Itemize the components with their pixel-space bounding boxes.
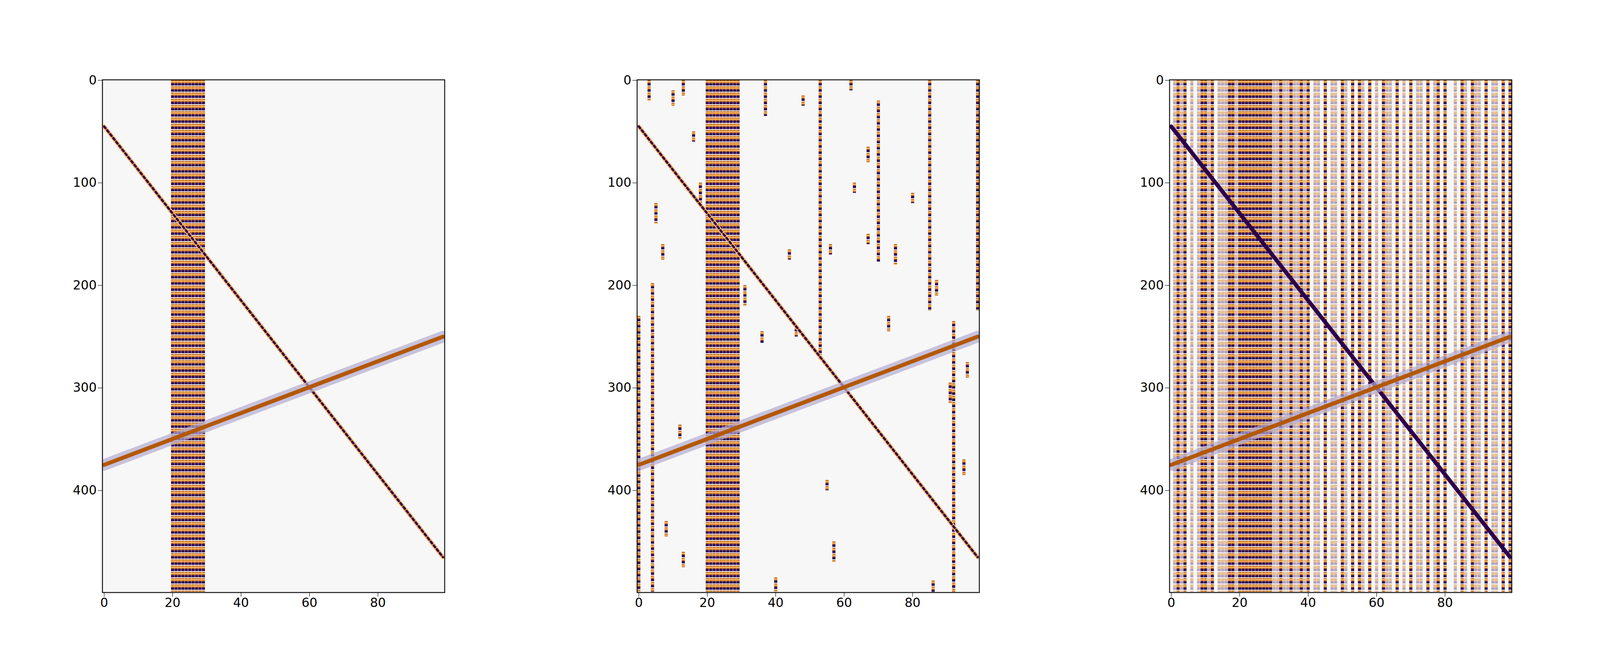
svg-text:400: 400 xyxy=(607,482,632,498)
svg-text:60: 60 xyxy=(1368,595,1385,610)
svg-text:20: 20 xyxy=(164,595,181,610)
svg-text:60: 60 xyxy=(301,595,318,610)
svg-text:40: 40 xyxy=(233,595,250,610)
svg-text:0: 0 xyxy=(1156,72,1164,88)
svg-text:200: 200 xyxy=(607,277,632,293)
svg-text:20: 20 xyxy=(1232,595,1248,610)
svg-text:300: 300 xyxy=(72,380,97,395)
svg-text:80: 80 xyxy=(904,595,921,610)
svg-text:100: 100 xyxy=(72,175,97,190)
svg-text:200: 200 xyxy=(1140,277,1164,293)
svg-text:80: 80 xyxy=(1437,595,1454,610)
svg-text:0: 0 xyxy=(634,595,643,610)
svg-text:0: 0 xyxy=(623,72,632,88)
svg-text:300: 300 xyxy=(607,380,632,395)
svg-text:400: 400 xyxy=(72,482,97,498)
svg-text:100: 100 xyxy=(1140,175,1164,190)
svg-text:200: 200 xyxy=(72,277,97,293)
svg-text:40: 40 xyxy=(1300,595,1317,610)
svg-text:0: 0 xyxy=(100,595,108,610)
svg-text:60: 60 xyxy=(836,595,853,610)
svg-text:40: 40 xyxy=(768,595,784,610)
svg-text:0: 0 xyxy=(88,72,97,88)
svg-text:80: 80 xyxy=(370,595,387,610)
svg-text:300: 300 xyxy=(1140,380,1164,395)
svg-text:20: 20 xyxy=(699,595,716,610)
svg-text:400: 400 xyxy=(1140,482,1164,498)
svg-text:100: 100 xyxy=(607,175,632,190)
svg-text:0: 0 xyxy=(1167,595,1176,610)
